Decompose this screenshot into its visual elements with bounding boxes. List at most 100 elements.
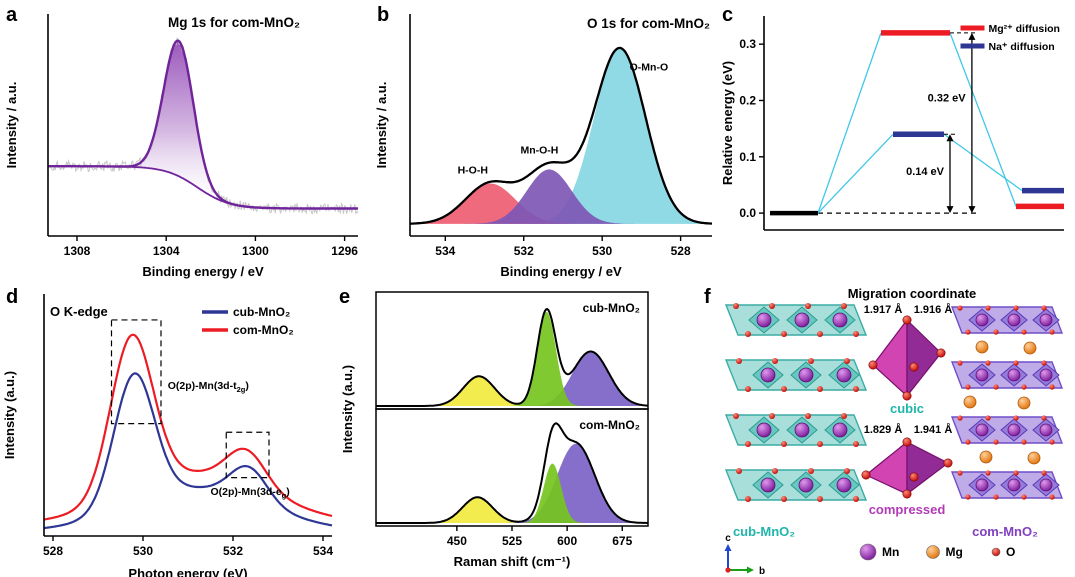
connector [817, 133, 894, 214]
x-axis-label: Raman shift (cm⁻¹) [454, 554, 571, 569]
mn-atom [1007, 313, 1021, 327]
oxygen-atom [745, 496, 751, 502]
oxygen-atom [861, 470, 871, 480]
oxygen-atom [943, 458, 953, 468]
oxygen-atom [853, 386, 859, 392]
oxygen-atom [844, 468, 850, 474]
oxygen-atom [957, 360, 963, 366]
mn-atom [975, 368, 989, 382]
bond-length-label: 1.917 Å [864, 303, 903, 316]
arrow-head-icon [747, 566, 754, 574]
oxygen-atom [781, 386, 787, 392]
panel-letter-e: e [339, 286, 351, 308]
tick-label: 1308 [64, 244, 91, 258]
mn-atom [760, 477, 776, 493]
oxygen-atom [841, 413, 847, 419]
oxygen-atom [781, 331, 787, 337]
xas-curve-cub-MnO₂ [43, 372, 333, 530]
mn-atom [1039, 368, 1053, 382]
x-axis-label: Binding energy / eV [142, 264, 264, 279]
c-axis-label: c [725, 533, 731, 544]
oxygen-atom [745, 331, 751, 337]
legend-sphere-Mn [859, 543, 877, 561]
b-axis-label: b [759, 566, 765, 577]
envelope-curve [376, 422, 648, 524]
panel-letter-b: b [377, 4, 390, 26]
oxygen-atom [957, 415, 963, 421]
tick-label: 1304 [153, 244, 180, 258]
oxygen-atom [1049, 329, 1055, 335]
dashed-highlight-box [225, 431, 270, 479]
mn-atom [1007, 368, 1021, 382]
oxygen-atom [902, 315, 912, 325]
oxygen-atom [1041, 415, 1047, 421]
panel-a: 1308 1304 1300 1296 Binding energy / eV Inten… [0, 0, 372, 282]
connector [949, 32, 1017, 207]
oxygen-atom [936, 348, 946, 358]
panel-letter-c: c [722, 4, 734, 26]
barrier-label: 0.32 eV [928, 93, 967, 105]
mn-atom [836, 367, 852, 383]
oxygen-atom [902, 391, 912, 401]
oxygen-atom [769, 303, 775, 309]
mn-atom [832, 422, 848, 438]
spectrum-label: cub-MnO₂ [583, 301, 640, 315]
panel-letter-d: d [6, 286, 19, 308]
mg1s-peak-fill [48, 40, 358, 209]
oxygen-atom [909, 472, 919, 482]
tick-label: 532 [514, 244, 534, 258]
oxygen-atom [965, 329, 971, 335]
mn-atom [836, 477, 852, 493]
oxygen-atom [745, 441, 751, 447]
a-axis-origin-icon [725, 567, 731, 573]
oxygen-atom [733, 413, 739, 419]
mn-atom [1039, 478, 1053, 492]
connector [943, 133, 1023, 192]
spectrum-label: com-MnO₂ [579, 418, 640, 432]
panel-c: 0.0 0.1 0.2 0.3 Relative energy (eV) 0.14 eV 0… [718, 0, 1075, 282]
oxygen-atom [745, 386, 751, 392]
mn-atom [760, 367, 776, 383]
legend-label: cub-MnO₂ [233, 305, 290, 319]
oxygen-atom [1041, 470, 1047, 476]
oxygen-atom [993, 384, 999, 390]
barrier-label: 0.14 eV [906, 166, 945, 178]
mn-atom [1039, 313, 1053, 327]
panel-title: O 1s for com-MnO₂ [587, 16, 710, 31]
component-O-Mn-O [410, 48, 712, 224]
oxygen-atom [844, 358, 850, 364]
tick-label: 532 [223, 544, 243, 558]
arrow-head-down-icon [946, 206, 954, 214]
octahedron-face [864, 440, 908, 495]
oxygen-atom [965, 439, 971, 445]
envelope-curve [409, 46, 713, 225]
raman-component [376, 351, 648, 406]
mn-atom [975, 478, 989, 492]
peak-label: H-O-H [458, 164, 488, 176]
oxygen-atom [965, 494, 971, 500]
fit-curve [48, 39, 358, 210]
oxygen-atom [736, 358, 742, 364]
oxygen-atom [853, 331, 859, 337]
oxygen-atom [993, 329, 999, 335]
oxygen-atom [985, 360, 991, 366]
legend-label: Mg [946, 545, 963, 559]
mn-atom [798, 477, 814, 493]
oxygen-atom [733, 303, 739, 309]
oxygen-atom [902, 437, 912, 447]
annotation: O(2p)-Mn(3d-eg) [211, 486, 290, 500]
legend-label: Mg²⁺ diffusion [989, 23, 1060, 35]
diffusion-energy-diagram: 0.0 0.1 0.2 0.3 Relative energy (eV) 0.14 eV 0… [720, 16, 1064, 231]
oxygen-atom [1013, 415, 1019, 421]
mn-atom [975, 423, 989, 437]
oxygen-atom [965, 384, 971, 390]
oxygen-atom [1049, 494, 1055, 500]
oxygen-atom [1021, 329, 1027, 335]
tick-label: 0.0 [739, 206, 756, 220]
cubic-label: cubic [890, 401, 924, 416]
tick-label: 530 [133, 544, 153, 558]
y-axis-label: Intensity (a.u.) [340, 365, 355, 453]
tick-label: 0.1 [739, 150, 756, 164]
tick-label: 600 [557, 534, 577, 548]
oxygen-atom [1049, 439, 1055, 445]
